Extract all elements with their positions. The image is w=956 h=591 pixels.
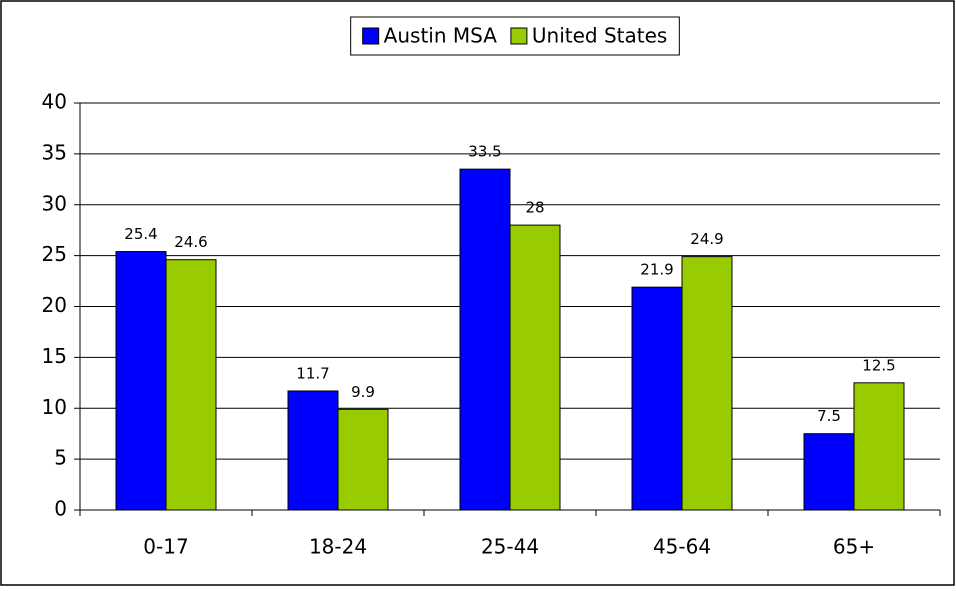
data-label: 28 (525, 199, 544, 217)
x-tick-label: 65+ (833, 535, 875, 559)
x-tick-label: 45-64 (653, 535, 711, 559)
bar (459, 168, 511, 511)
bar (853, 382, 905, 511)
data-label: 12.5 (862, 356, 895, 374)
x-tick-label: 0-17 (143, 535, 188, 559)
x-tick-label: 18-24 (309, 535, 367, 559)
bar (165, 259, 217, 511)
data-label: 24.9 (690, 230, 723, 248)
y-tick-label: 30 (42, 191, 67, 215)
data-label: 33.5 (468, 143, 501, 161)
y-tick-label: 0 (54, 497, 67, 521)
legend-label: United States (532, 24, 667, 48)
bar (631, 286, 683, 511)
y-tick-label: 15 (42, 344, 67, 368)
bar (681, 256, 733, 511)
y-tick-label: 35 (42, 140, 67, 164)
x-tick-label: 25-44 (481, 535, 539, 559)
y-tick-label: 10 (42, 395, 67, 419)
legend-label: Austin MSA (384, 24, 498, 48)
data-label: 21.9 (640, 261, 673, 279)
legend-swatch (362, 27, 380, 45)
y-tick-label: 40 (42, 90, 67, 114)
data-label: 24.6 (174, 233, 207, 251)
data-label: 9.9 (351, 383, 375, 401)
bar (287, 390, 339, 511)
data-label: 11.7 (296, 364, 329, 382)
bar (337, 408, 389, 511)
bar (115, 251, 167, 511)
bar (803, 433, 855, 511)
bar (509, 224, 561, 511)
data-label: 25.4 (124, 225, 157, 243)
legend-swatch (510, 27, 528, 45)
y-tick-label: 25 (42, 242, 67, 266)
y-tick-label: 5 (54, 446, 67, 470)
data-label: 7.5 (817, 407, 841, 425)
legend-box (350, 16, 680, 56)
y-tick-label: 20 (42, 293, 67, 317)
